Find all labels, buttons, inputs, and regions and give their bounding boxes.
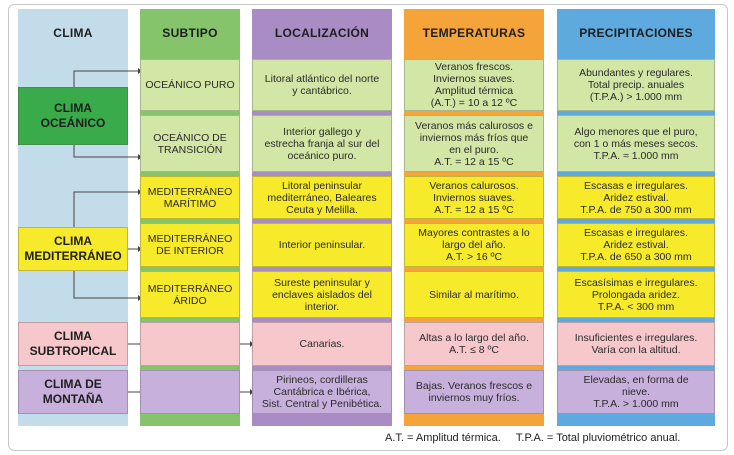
row-mediterraneo-maritimo-localizacion: Litoral peninsular mediterráneo, Baleare… — [252, 176, 392, 219]
clima-oceanico: CLIMA OCEÁNICO — [18, 87, 128, 145]
row-mediterraneo-interior-localizacion: Interior peninsular. — [252, 223, 392, 267]
footer-legend: A.T. = Amplitud térmica. T.P.A. = Total … — [385, 432, 681, 444]
header-temperaturas: TEMPERATURAS — [422, 25, 526, 40]
row-mediterraneo-interior-precipitaciones: Escasas e irregulares. Aridez estival. T… — [557, 223, 715, 267]
row-montana-temperaturas: Bajas. Veranos frescos e inviernos muy f… — [404, 370, 544, 414]
row-subtropical-localizacion: Canarias. — [252, 322, 392, 366]
row-mediterraneo-maritimo-subtipo: MEDITERRÁNEO MARÍTIMO — [140, 176, 240, 219]
row-mediterraneo-arido-precipitaciones: Escasísimas e irregulares. Prolongada ar… — [557, 271, 715, 318]
row-mediterraneo-maritimo-precipitaciones: Escasas e irregulares. Aridez estival. T… — [557, 176, 715, 219]
header-localizacion: LOCALIZACIÓN — [274, 25, 370, 40]
row-oceanico-puro-subtipo: OCEÁNICO PURO — [140, 59, 240, 111]
row-montana-localizacion: Pirineos, cordilleras Cantábrica e Ibéri… — [252, 370, 392, 414]
row-montana-subtipo — [140, 370, 240, 414]
header-clima: CLIMA — [53, 25, 93, 40]
row-mediterraneo-arido-localizacion: Sureste peninsular y enclaves aislados d… — [252, 271, 392, 318]
row-mediterraneo-arido-temperaturas: Similar al marítimo. — [404, 271, 544, 318]
row-oceanico-transicion-temperaturas: Veranos más calurosos e inviernos más fr… — [404, 115, 544, 172]
row-mediterraneo-arido-subtipo: MEDITERRÁNEO ÁRIDO — [140, 271, 240, 318]
row-mediterraneo-interior-temperaturas: Mayores contrastes a lo largo del año. A… — [404, 223, 544, 267]
header-precipitaciones: PRECIPITACIONES — [579, 25, 693, 40]
row-oceanico-puro-temperaturas: Veranos frescos. Inviernos suaves. Ampli… — [404, 59, 544, 111]
clima-mediterraneo: CLIMA MEDITERRÁNEO — [18, 227, 128, 271]
row-mediterraneo-interior-subtipo: MEDITERRÁNEO DE INTERIOR — [140, 223, 240, 267]
row-subtropical-temperaturas: Altas a lo largo del año. A.T. ≤ 8 ºC — [404, 322, 544, 366]
row-montana-precipitaciones: Elevadas, en forma de nieve. T.P.A. > 1.… — [557, 370, 715, 414]
clima-montana: CLIMA DE MONTAÑA — [18, 370, 128, 414]
row-subtropical-precipitaciones: Insuficientes e irregulares. Varía con l… — [557, 322, 715, 366]
row-oceanico-transicion-precipitaciones: Algo menores que el puro, con 1 o más me… — [557, 115, 715, 172]
row-oceanico-puro-localizacion: Litoral atlántico del norte y cantábrico… — [252, 59, 392, 111]
row-oceanico-puro-precipitaciones: Abundantes y regulares. Total precip. an… — [557, 59, 715, 111]
header-subtipo: SUBTIPO — [162, 25, 218, 40]
row-oceanico-transicion-subtipo: OCEÁNICO DE TRANSICIÓN — [140, 115, 240, 172]
clima-subtropical: CLIMA SUBTROPICAL — [18, 322, 128, 366]
row-mediterraneo-maritimo-temperaturas: Veranos calurosos. Inviernos suaves. A.T… — [404, 176, 544, 219]
row-oceanico-transicion-localizacion: Interior gallego y estrecha franja al su… — [252, 115, 392, 172]
row-subtropical-subtipo — [140, 322, 240, 366]
